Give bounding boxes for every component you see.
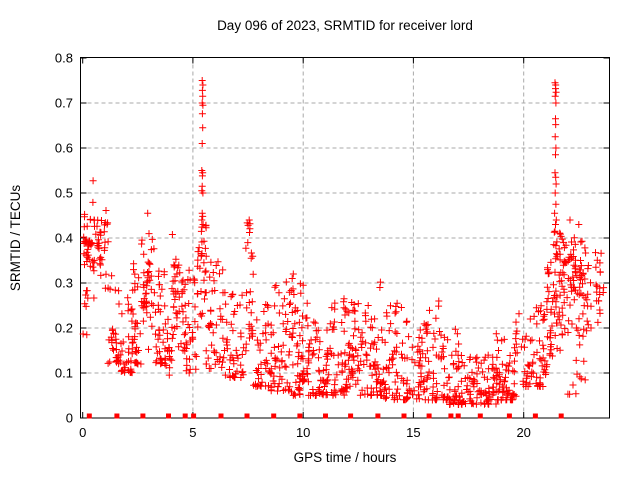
data-points [79,77,608,419]
svg-text:0.1: 0.1 [55,366,73,381]
zero-square-markers [86,413,564,419]
svg-text:0: 0 [66,411,73,426]
svg-text:0.5: 0.5 [55,186,73,201]
tick-labels: 0 5 10 15 20 0 0.1 0.2 0.3 0.4 0.5 0.6 0.7 0.8 [55,51,531,441]
svg-text:20: 20 [516,425,530,440]
svg-text:0.8: 0.8 [55,51,73,66]
svg-text:0: 0 [79,425,86,440]
svg-text:10: 10 [296,425,310,440]
svg-text:15: 15 [406,425,420,440]
svg-text:0.4: 0.4 [55,231,73,246]
svg-text:0.7: 0.7 [55,96,73,111]
chart-title: Day 096 of 2023, SRMTID for receiver lor… [217,18,473,33]
svg-text:0.6: 0.6 [55,141,73,156]
svg-text:0.2: 0.2 [55,321,73,336]
x-axis-label: GPS time / hours [294,450,397,465]
svg-text:0.3: 0.3 [55,276,73,291]
svg-text:5: 5 [189,425,196,440]
srmtid-plus-markers [79,77,608,408]
y-axis-label: SRMTID / TECUs [8,185,23,292]
